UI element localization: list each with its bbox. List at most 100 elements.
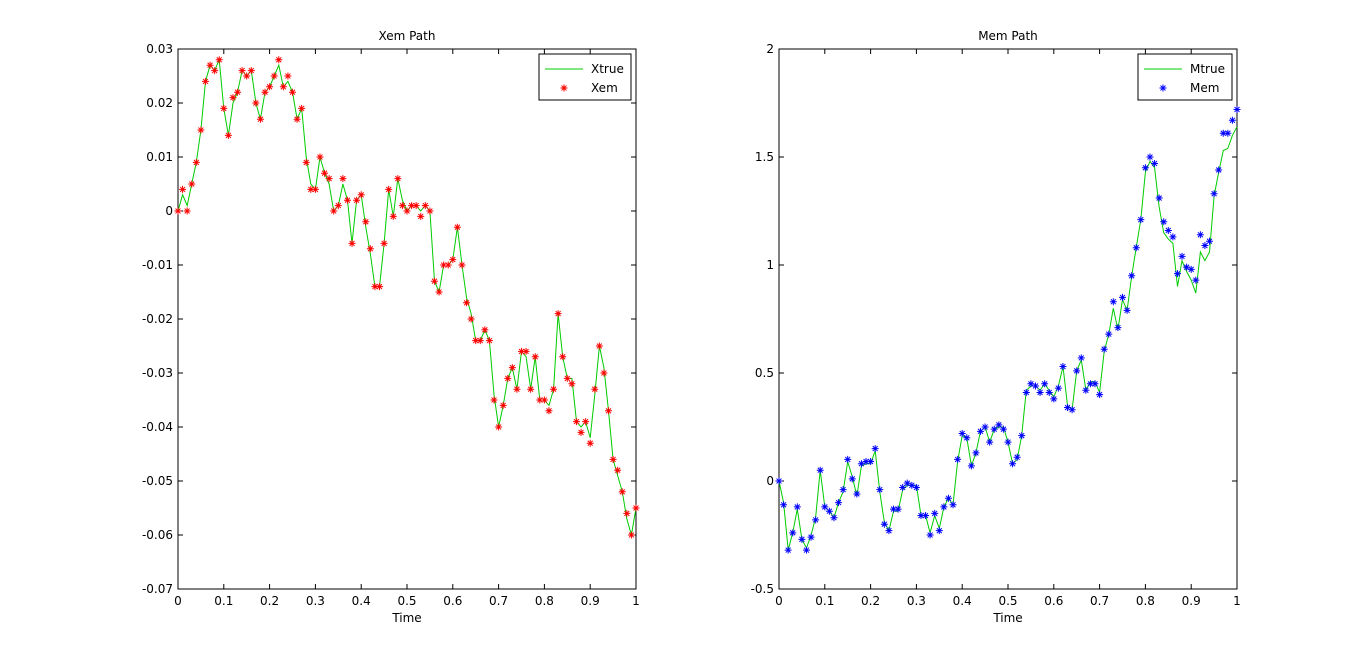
data-point-xem	[289, 88, 296, 96]
data-point-xem	[458, 261, 466, 269]
data-point-xem	[591, 385, 599, 393]
data-point-xem	[385, 185, 393, 193]
x-tick-label: 0	[174, 594, 182, 608]
data-point-xem	[389, 212, 397, 220]
data-point-xem	[531, 353, 539, 361]
data-point-xem	[572, 418, 580, 426]
y-tick-label: -0.03	[142, 366, 173, 380]
x-tick-label: 0.4	[953, 594, 972, 608]
legend-swatch-xem	[560, 84, 568, 92]
data-point-xem	[380, 239, 388, 247]
legend-box	[538, 53, 632, 101]
legend-label-xem: Xem	[591, 81, 618, 95]
data-point-xem	[563, 374, 571, 382]
data-point-mem	[1082, 386, 1090, 394]
data-point-xem	[398, 202, 406, 210]
data-point-mem	[1215, 166, 1223, 174]
data-point-mem	[972, 449, 980, 457]
x-tick-label: 0.3	[907, 594, 926, 608]
data-point-xem	[609, 455, 617, 463]
y-tick-label: -0.06	[142, 528, 173, 542]
data-point-mem	[990, 425, 998, 433]
data-point-xem	[192, 158, 200, 166]
data-point-mem	[793, 503, 801, 511]
data-point-xem	[197, 126, 205, 134]
data-point-xem	[627, 531, 635, 539]
data-point-mem	[1128, 272, 1136, 280]
data-point-xem	[472, 337, 480, 345]
data-point-mem	[935, 527, 943, 535]
x-tick-label: 0.7	[489, 594, 508, 608]
data-point-mem	[912, 483, 920, 491]
data-point-mem	[995, 421, 1003, 429]
data-point-xem	[394, 175, 402, 183]
y-tick-label: 1.5	[755, 150, 774, 164]
y-tick-label: -0.5	[751, 582, 774, 596]
data-point-xem	[298, 104, 306, 112]
x-tick-label: 0.1	[815, 594, 834, 608]
data-point-mem	[1045, 388, 1053, 396]
y-tick-label: 0.02	[146, 96, 173, 110]
x-tick-label: 0.8	[1136, 594, 1155, 608]
data-point-xem	[586, 439, 594, 447]
data-point-mem	[1183, 263, 1191, 271]
data-point-mem	[1123, 306, 1131, 314]
data-point-xem	[522, 347, 530, 355]
data-point-xem	[403, 207, 411, 215]
data-point-mem	[1004, 438, 1012, 446]
data-point-mem	[958, 429, 966, 437]
data-point-xem	[275, 56, 283, 64]
x-tick-label: 0.8	[535, 594, 554, 608]
data-point-xem	[220, 104, 228, 112]
data-point-xem	[554, 310, 562, 318]
data-point-mem	[1105, 330, 1113, 338]
data-point-xem	[618, 488, 626, 496]
data-point-xem	[467, 315, 475, 323]
x-tick-label: 0.3	[306, 594, 325, 608]
data-point-xem	[261, 88, 269, 96]
x-tick-label: 0.6	[1044, 594, 1063, 608]
data-point-mem	[880, 520, 888, 528]
data-point-xem	[201, 77, 209, 85]
data-point-mem	[967, 462, 975, 470]
data-point-mem	[1054, 384, 1062, 392]
y-tick-label: 0.03	[146, 42, 173, 56]
data-point-mem	[857, 460, 865, 468]
data-point-mem	[885, 527, 893, 535]
data-point-xem	[376, 283, 384, 291]
data-point-mem	[848, 475, 856, 483]
data-point-xem	[499, 401, 507, 409]
data-point-mem	[1109, 298, 1117, 306]
data-point-xem	[206, 61, 214, 69]
data-point-mem	[1036, 388, 1044, 396]
data-point-xem	[334, 202, 342, 210]
data-point-mem	[825, 507, 833, 515]
data-point-xem	[307, 185, 315, 193]
data-point-xem	[311, 185, 319, 193]
data-point-xem	[215, 56, 223, 64]
data-point-mem	[1228, 116, 1236, 124]
data-point-xem	[495, 423, 503, 431]
data-point-mem	[830, 514, 838, 522]
data-point-mem	[1119, 293, 1126, 301]
data-point-xem	[316, 153, 324, 161]
data-point-mem	[986, 438, 994, 446]
data-point-xem	[234, 88, 242, 96]
data-point-mem	[1027, 380, 1035, 388]
y-tick-label: 1	[766, 258, 774, 272]
data-point-mem	[816, 466, 824, 474]
data-point-xem	[421, 202, 429, 210]
data-point-xem	[412, 202, 420, 210]
data-point-mem	[1192, 276, 1200, 284]
data-point-xem	[595, 342, 603, 350]
data-point-xem	[243, 72, 251, 80]
x-tick-label: 0.2	[260, 594, 279, 608]
y-tick-label: 0	[165, 204, 173, 218]
data-point-xem	[449, 256, 457, 264]
data-point-xem	[453, 223, 461, 231]
xem-path-chart: 0 0.1 0.2 0.3 0.4 0.5 0.6 0.7 0.8 0.9 1 0.03 0.02 0.0…	[142, 29, 640, 625]
data-point-mem	[917, 512, 925, 520]
data-point-mem	[1077, 354, 1085, 362]
data-point-mem	[871, 445, 879, 453]
data-point-mem	[1050, 395, 1058, 403]
